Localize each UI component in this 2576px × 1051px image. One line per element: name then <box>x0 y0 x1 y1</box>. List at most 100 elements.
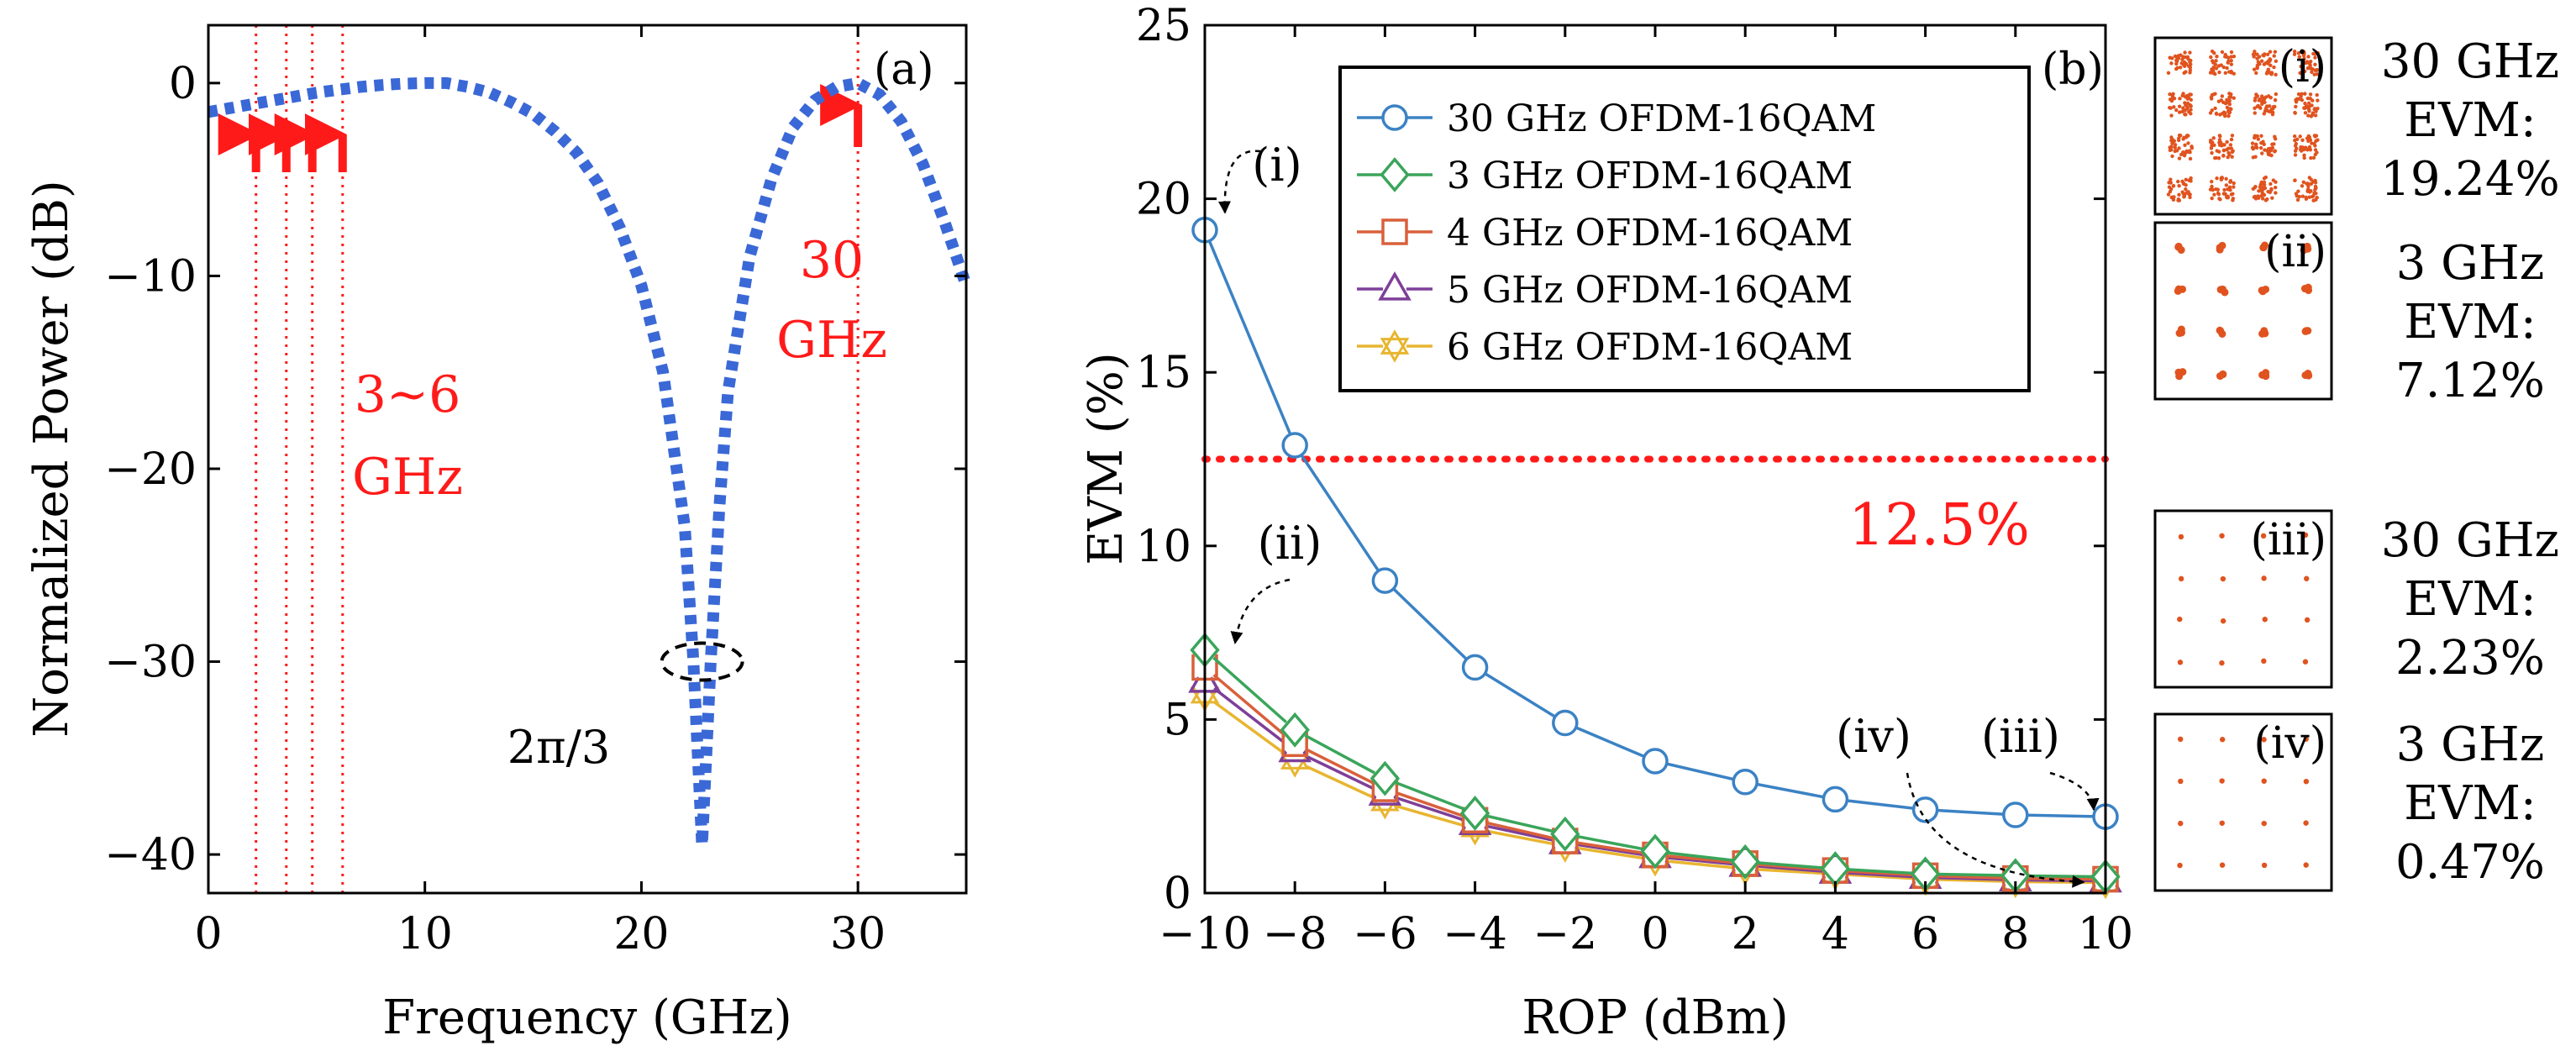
constellation-evm-value: 19.24% <box>2380 152 2560 207</box>
panel-b-x-ticks: −10 −8 −6 −4 −2 0 2 4 6 8 10 <box>1159 25 2133 959</box>
y-tick-label: 10 <box>1136 522 1191 572</box>
constellation-tag: (iv) <box>2253 718 2326 769</box>
panel-b-x-axis-label: ROP (dBm) <box>1522 991 1788 1045</box>
legend-marker <box>1380 329 1410 363</box>
panel-a-plot-layer <box>207 25 972 893</box>
y-tick-label: 0 <box>169 59 197 109</box>
point-label-arrow <box>1230 578 1291 644</box>
x-tick-label: 2 <box>1732 909 1759 959</box>
x-tick-label: 0 <box>1641 909 1669 959</box>
x-tick-label: 10 <box>2078 909 2133 959</box>
response-curve <box>207 76 972 845</box>
panel-b-y-ticks: 0 5 10 15 20 25 <box>1136 1 2105 919</box>
data-point <box>2002 801 2029 828</box>
x-tick-label: −10 <box>1159 909 1251 959</box>
constellation-frequency: 30 GHz <box>2381 513 2559 568</box>
constellation-points <box>2177 736 2310 869</box>
x-tick-label: −2 <box>1532 909 1597 959</box>
x-tick-label: −4 <box>1443 909 1507 959</box>
constellation-tag: (ii) <box>2264 227 2326 277</box>
constellation-frequency: 30 GHz <box>2381 34 2559 89</box>
panel-b-y-axis-label: EVM (%) <box>1079 352 1133 565</box>
y-tick-label: 5 <box>1164 695 1191 745</box>
high-band-label-line2: GHz <box>776 311 887 370</box>
legend-marker <box>1381 104 1408 131</box>
data-point <box>1281 432 1308 459</box>
data-point <box>1552 709 1579 737</box>
x-tick-label: 0 <box>194 909 222 959</box>
constellation-evm-value: 7.12% <box>2395 354 2545 408</box>
data-point <box>1280 712 1310 748</box>
data-point <box>1911 796 1939 823</box>
x-tick-label: 10 <box>397 909 453 959</box>
low-band-label-line1: 3~6 <box>355 365 461 424</box>
constellation-tag: (i) <box>2279 42 2326 92</box>
y-tick-label: −30 <box>104 638 197 688</box>
data-point <box>1730 843 1760 880</box>
y-tick-label: −20 <box>104 444 197 495</box>
data-point <box>1459 796 1490 831</box>
panel-a-y-ticks: 0 −10 −20 −30 −40 <box>104 59 966 880</box>
panel-a-plot: 0 −10 −20 −30 −40 0 10 20 30 (a) Frequency (GHz… <box>24 24 972 1045</box>
y-tick-label: 20 <box>1136 175 1191 225</box>
legend-label: 4 GHz OFDM-16QAM <box>1447 212 1853 255</box>
constellation-points <box>2166 49 2321 202</box>
panel-a-frame <box>207 24 968 895</box>
legend-marker <box>1378 271 1412 301</box>
legend-label: 3 GHz OFDM-16QAM <box>1447 155 1853 197</box>
constellation-evm-value: 2.23% <box>2395 631 2545 686</box>
x-tick-label: 6 <box>1911 909 1939 959</box>
y-tick-label: 15 <box>1136 348 1191 398</box>
panel-a-x-axis-label: Frequency (GHz) <box>382 991 791 1045</box>
constellation-points <box>2174 241 2313 381</box>
constellation-evm-label: EVM: <box>2404 295 2537 349</box>
point-label-arrow <box>2049 771 2100 812</box>
constellation-points <box>2177 532 2311 666</box>
point-label: (iv) <box>1836 710 1911 763</box>
high-band-label-line1: 30 <box>800 231 864 290</box>
x-tick-label: −6 <box>1353 909 1417 959</box>
constellation-frequency: 3 GHz <box>2396 717 2545 772</box>
y-tick-label: −10 <box>104 251 197 302</box>
data-point <box>1822 786 1849 813</box>
panel-b-label: (b) <box>2042 45 2104 95</box>
low-band-label-line2: GHz <box>352 448 463 507</box>
legend-label: 5 GHz OFDM-16QAM <box>1447 269 1853 312</box>
panel-a-y-axis-label: Normalized Power (dB) <box>24 180 79 738</box>
data-point <box>1640 833 1670 870</box>
data-point <box>1461 654 1489 681</box>
constellation-evm-value: 0.47% <box>2395 835 2545 890</box>
legend-box <box>1338 66 2031 392</box>
panel-b-point-labels: (i) (ii) (iii) (iv) <box>1217 139 2100 888</box>
constellation-frequency: 3 GHz <box>2396 236 2545 291</box>
point-label: (i) <box>1252 139 1301 192</box>
point-label: (iii) <box>1981 710 2060 763</box>
point-label: (ii) <box>1258 517 1322 570</box>
data-point <box>1642 748 1669 775</box>
x-tick-label: 30 <box>830 909 886 959</box>
legend-label: 30 GHz OFDM-16QAM <box>1447 97 1876 140</box>
y-tick-label: 25 <box>1136 1 1191 51</box>
panel-a-x-ticks: 0 10 20 30 <box>194 25 886 959</box>
constellation-evm-label: EVM: <box>2404 93 2537 148</box>
x-tick-label: 20 <box>613 909 669 959</box>
constellation-evm-label: EVM: <box>2404 776 2537 831</box>
legend-marker <box>1380 157 1410 192</box>
panel-b-plot: 0 5 10 15 20 25 −10 −8 −6 −4 −2 0 2 4 6 8 10 (b) ROP (d… <box>1079 1 2133 1045</box>
notch-ellipse <box>660 641 744 682</box>
x-tick-label: −8 <box>1263 909 1327 959</box>
legend-marker <box>1381 218 1408 245</box>
threshold-label: 12.5% <box>1848 492 2030 559</box>
constellation-frame <box>2153 509 2333 689</box>
point-label-arrow <box>1217 150 1261 214</box>
y-tick-label: −40 <box>104 830 197 880</box>
data-point <box>1550 816 1580 852</box>
data-point <box>1732 769 1759 796</box>
panel-a-label: (a) <box>874 45 934 95</box>
